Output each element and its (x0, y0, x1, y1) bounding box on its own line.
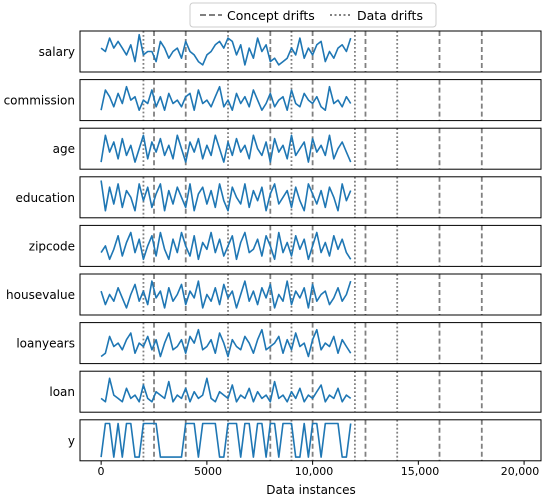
panel-frame (79, 176, 542, 219)
series-label-education: education (15, 191, 75, 205)
panel-education: education (15, 176, 542, 219)
panel-frame (79, 322, 542, 365)
series-label-zipcode: zipcode (29, 239, 75, 253)
series-line-y (100, 422, 352, 458)
series-label-commission: commission (4, 94, 75, 108)
panel-housevalue: housevalue (6, 273, 542, 316)
tick-label-x2: 10,000 (295, 465, 334, 478)
series-label-loanyears: loanyears (16, 337, 75, 351)
panel-salary: salary (39, 30, 542, 73)
panel-frame (79, 224, 542, 267)
panel-frame (79, 79, 542, 122)
panel-zipcode: zipcode (29, 224, 542, 267)
series-line-salary (100, 33, 352, 66)
series-label-age: age (53, 142, 75, 156)
series-line-age (100, 134, 352, 163)
legend: Concept drifts Data drifts (189, 2, 437, 28)
panel-frame (79, 30, 542, 73)
legend-concept-drift-label: Concept drifts (227, 8, 315, 23)
panel-loan: loan (49, 370, 542, 413)
series-line-loan (100, 377, 352, 403)
panel-loanyears: loanyears (16, 322, 542, 365)
tick-label-x1: 5000 (194, 465, 222, 478)
x-axis: 0 5000 10,000 15,000 20,000 Data instanc… (98, 460, 540, 497)
panel-frame (79, 419, 542, 462)
tick-label-x4: 20,000 (501, 465, 540, 478)
series-label-loan: loan (49, 385, 75, 399)
panel-frame (79, 127, 542, 170)
series-line-zipcode (100, 231, 352, 261)
legend-data-drift-label: Data drifts (357, 8, 423, 23)
tick-label-x3: 15,000 (401, 465, 440, 478)
panel-frame (79, 273, 542, 316)
series-label-salary: salary (39, 45, 75, 59)
series-line-housevalue (100, 280, 352, 309)
legend-box (189, 2, 437, 28)
panels: salary commission age education zipcode house… (4, 30, 542, 462)
series-label-housevalue: housevalue (6, 288, 75, 302)
panel-commission: commission (4, 79, 542, 122)
tick-label-x0: 0 (98, 465, 105, 478)
series-label-y: y (68, 434, 75, 448)
x-axis-label: Data instances (266, 483, 356, 497)
series-line-loanyears (100, 328, 352, 358)
panel-age: age (53, 127, 542, 170)
series-line-commission (100, 85, 352, 111)
panel-y: y (68, 419, 542, 462)
series-line-education (100, 180, 352, 212)
panel-frame (79, 370, 542, 413)
